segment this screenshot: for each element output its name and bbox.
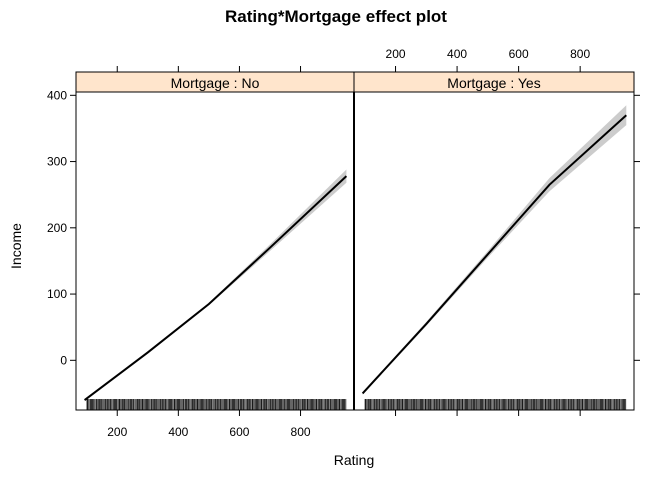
panel-frame [353, 71, 635, 411]
y-tick-label: 300 [47, 155, 67, 169]
effect-line [83, 175, 348, 401]
x-tick-label: 400 [168, 425, 188, 439]
x-tick-label: 800 [291, 425, 311, 439]
y-tick-label: 0 [60, 353, 67, 367]
x-tick-label: 200 [107, 425, 127, 439]
strip-label: Mortgage : Yes [447, 75, 540, 91]
y-tick-label: 200 [47, 221, 67, 235]
y-axis-label: Income [8, 223, 24, 269]
panel-mortgage-no: Mortgage : No [75, 71, 355, 411]
x-tick-label: 800 [570, 47, 590, 61]
y-tick-label: 400 [47, 88, 67, 102]
x-tick-label: 600 [509, 47, 529, 61]
x-tick-label: 600 [229, 425, 249, 439]
x-tick-label: 400 [447, 47, 467, 61]
confidence-band [84, 169, 347, 402]
y-tick-label: 100 [47, 287, 67, 301]
strip-background [353, 71, 635, 93]
effect-line [361, 114, 627, 395]
x-axis-label: Rating [334, 452, 374, 468]
panel-mortgage-yes: Mortgage : Yes [353, 71, 635, 411]
panel-frame [75, 71, 355, 411]
strip-label: Mortgage : No [171, 75, 260, 91]
chart-title: Rating*Mortgage effect plot [225, 7, 447, 26]
x-tick-label: 200 [386, 47, 406, 61]
axes: 0 100 200 300 400 200 200 400 400 600 600 800 800 [47, 47, 640, 439]
